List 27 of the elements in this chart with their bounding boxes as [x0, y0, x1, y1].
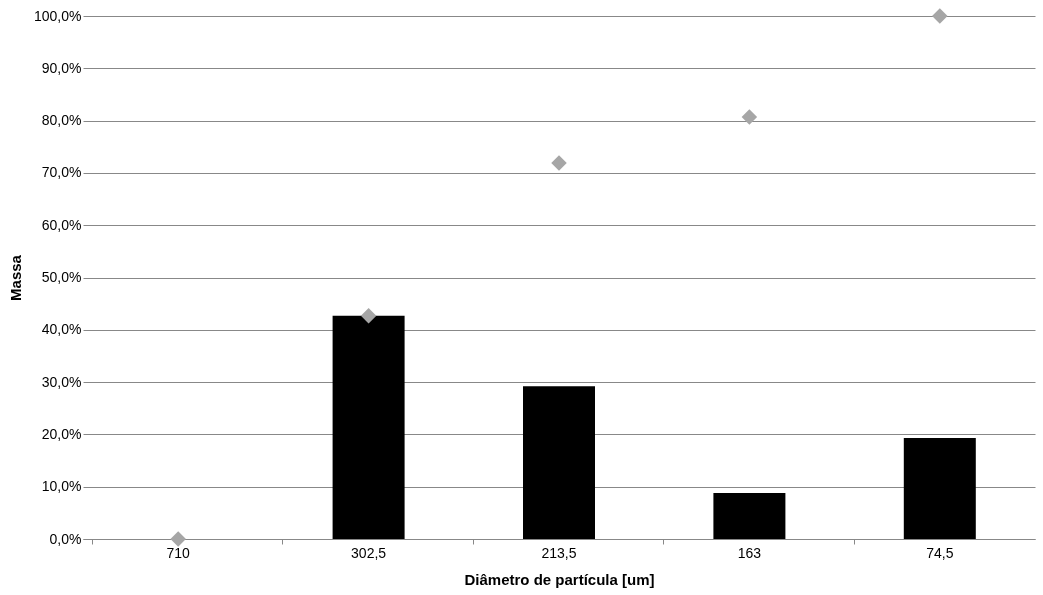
- y-tick-label: 40,0%: [41, 321, 82, 338]
- bar: [332, 315, 405, 539]
- x-axis-title: Diâmetro de partícula [um]: [464, 570, 655, 588]
- x-tick-label: 213,5: [541, 544, 577, 561]
- x-tick-label: 74,5: [926, 544, 954, 561]
- y-tick-label: 60,0%: [41, 216, 82, 233]
- y-tick-label: 10,0%: [41, 478, 82, 495]
- x-tick-label: 163: [737, 544, 762, 561]
- y-tick-label: 80,0%: [41, 112, 82, 129]
- y-tick-label: 70,0%: [41, 164, 82, 181]
- bar: [523, 386, 595, 539]
- y-tick-label: 30,0%: [41, 373, 82, 390]
- point: [170, 531, 186, 547]
- y-axis-title: Massa: [7, 254, 25, 301]
- y-tick-label: 100,0%: [34, 7, 82, 24]
- bar: [903, 438, 976, 539]
- point: [932, 8, 948, 24]
- y-tick-label: 50,0%: [41, 269, 82, 285]
- y-tick-label: 20,0%: [41, 425, 82, 442]
- x-tick-label: 302,5: [351, 544, 387, 561]
- y-tick-label: 0,0%: [49, 530, 82, 547]
- y-tick-label: 90,0%: [41, 59, 82, 76]
- point: [551, 155, 567, 171]
- bar: [713, 492, 786, 539]
- x-tick-label: 710: [166, 544, 191, 561]
- point: [741, 109, 758, 125]
- point: [360, 307, 377, 324]
